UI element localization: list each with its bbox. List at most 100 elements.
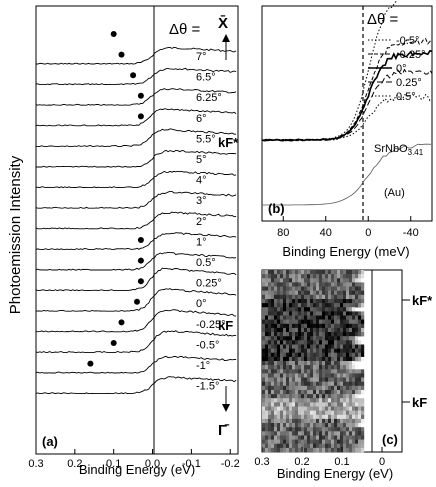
panel-c-heatmap-cell — [295, 377, 299, 382]
panel-c-heatmap-cell — [319, 390, 323, 395]
panel-c-heatmap-cell — [298, 414, 302, 420]
panel-c-heatmap-cell — [286, 410, 290, 416]
panel-c-heatmap-cell — [289, 315, 293, 320]
panel-c-heatmap-cell — [298, 348, 302, 354]
panel-c-heatmap-cell — [346, 443, 350, 449]
panel-c-heatmap-cell — [289, 356, 293, 362]
panel-c-heatmap-cell — [316, 348, 320, 354]
panel-c-heatmap-cell — [298, 356, 302, 362]
panel-b-legend-label: -0.25° — [396, 49, 425, 61]
panel-c-heatmap-cell — [322, 377, 326, 382]
panel-c-heatmap-cell — [301, 278, 305, 283]
panel-c-heatmap-cell — [298, 352, 302, 358]
panel-c-heatmap-cell — [265, 344, 269, 349]
panel-c-heatmap-cell — [334, 274, 338, 279]
panel-c-heatmap-cell — [334, 278, 338, 283]
panel-c-heatmap-cell — [325, 423, 329, 428]
panel-c-heatmap-cell — [313, 402, 317, 407]
panel-c-heatmap-cell — [343, 299, 347, 304]
panel-c-heatmap-cell — [283, 315, 287, 320]
panel-c-heatmap-cell — [295, 356, 299, 362]
panel-c-heatmap-cell — [340, 278, 344, 283]
panel-c-heatmap-cell — [331, 319, 335, 325]
panel-c-heatmap-cell — [361, 402, 365, 407]
panel-c-heatmap-cell — [289, 299, 293, 304]
panel-c-heatmap-cell — [280, 290, 284, 296]
panel-c-heatmap-cell — [322, 299, 326, 304]
panel-c-heatmap-cell — [352, 447, 356, 453]
panel-c-heatmap-cell — [316, 435, 320, 440]
panel-c-heatmap-cell — [319, 427, 323, 432]
panel-c-heatmap-cell — [286, 423, 290, 428]
panel-b-sample-subscript: 3.41 — [408, 148, 424, 157]
panel-c-heatmap-cell — [340, 319, 344, 325]
panel-c-heatmap-cell — [295, 447, 299, 453]
panel-c-heatmap-cell — [265, 385, 269, 391]
panel-c-heatmap-cell — [295, 406, 299, 411]
panel-c-heatmap-cell — [349, 278, 353, 283]
panel-c-heatmap-cell — [295, 323, 299, 329]
panel-c-heatmap-cell — [280, 431, 284, 436]
panel-c-heatmap-cell — [355, 311, 359, 316]
panel-c-heatmap-cell — [277, 352, 281, 358]
panel-c-heatmap-cell — [265, 381, 269, 387]
panel-c-heatmap-cell — [268, 352, 272, 358]
panel-c-heatmap-cell — [340, 299, 344, 304]
panel-a-kf-star-label: kF* — [218, 135, 239, 150]
panel-c-heatmap-cell — [298, 406, 302, 411]
panel-c-heatmap-cell — [274, 270, 278, 275]
panel-a-angle-label: 6.5° — [196, 72, 216, 84]
panel-c-heatmap-cell — [346, 427, 350, 432]
panel-c-heatmap-cell — [355, 427, 359, 432]
panel-c-heatmap-cell — [286, 418, 290, 424]
panel-c-heatmap-cell — [307, 344, 311, 349]
panel-c-heatmap-cell — [262, 418, 266, 424]
panel-c-heatmap-cell — [358, 319, 362, 325]
panel-c-heatmap-cell — [316, 377, 320, 382]
panel-c-heatmap-cell — [316, 385, 320, 391]
panel-c-heatmap-cell — [292, 315, 296, 320]
panel-c-heatmap-cell — [298, 315, 302, 320]
panel-c-heatmap-cell — [271, 435, 275, 440]
panel-a-angle-label: 1° — [196, 236, 207, 248]
panel-a-peak-marker — [134, 298, 140, 305]
panel-c-heatmap-cell — [325, 356, 329, 362]
panel-c-heatmap-cell — [280, 369, 284, 374]
panel-c-heatmap-cell — [277, 447, 281, 453]
panel-c-heatmap-cell — [274, 381, 278, 387]
panel-c-heatmap-cell — [307, 307, 311, 312]
panel-c-heatmap-cell — [340, 427, 344, 432]
panel-c-heatmap-cell — [328, 303, 332, 308]
panel-c-label: (c) — [382, 432, 398, 447]
panel-c-heatmap-cell — [343, 294, 347, 300]
panel-c-heatmap-cell — [274, 443, 278, 449]
panel-c-heatmap-cell — [277, 439, 281, 445]
panel-c-heatmap-cell — [346, 369, 350, 374]
panel-c-heatmap-cell — [304, 390, 308, 395]
panel-c-heatmap-cell — [283, 385, 287, 391]
panel-c-heatmap-cell — [310, 319, 314, 325]
panel-c-heatmap-cell — [286, 439, 290, 445]
panel-c-heatmap-cell — [319, 373, 323, 378]
panel-c-heatmap-cell — [298, 390, 302, 395]
panel-c-heatmap-cell — [349, 431, 353, 436]
panel-c-heatmap-cell — [277, 365, 281, 370]
panel-c-heatmap-cell — [349, 270, 353, 275]
panel-a-angle-label: -0.5° — [196, 339, 219, 351]
panel-c-heatmap-cell — [301, 361, 305, 366]
panel-c-heatmap-cell — [322, 352, 326, 358]
panel-c-heatmap-cell — [313, 431, 317, 436]
panel-c-heatmap-cell — [355, 348, 359, 354]
panel-c-heatmap-cell — [346, 319, 350, 325]
panel-c-heatmap-cell — [349, 319, 353, 325]
panel-c-heatmap-cell — [286, 377, 290, 382]
panel-c-heatmap-cell — [355, 394, 359, 399]
panel-c-heatmap-cell — [283, 332, 287, 337]
panel-c-heatmap-cell — [355, 319, 359, 325]
panel-c-heatmap-cell — [328, 418, 332, 424]
panel-c-heatmap-cell — [337, 385, 341, 391]
panel-c-heatmap-cell — [265, 327, 269, 333]
panel-c-heatmap-cell — [316, 381, 320, 387]
panel-c-heatmap-cell — [274, 340, 278, 345]
panel-c-heatmap-cell — [295, 319, 299, 325]
